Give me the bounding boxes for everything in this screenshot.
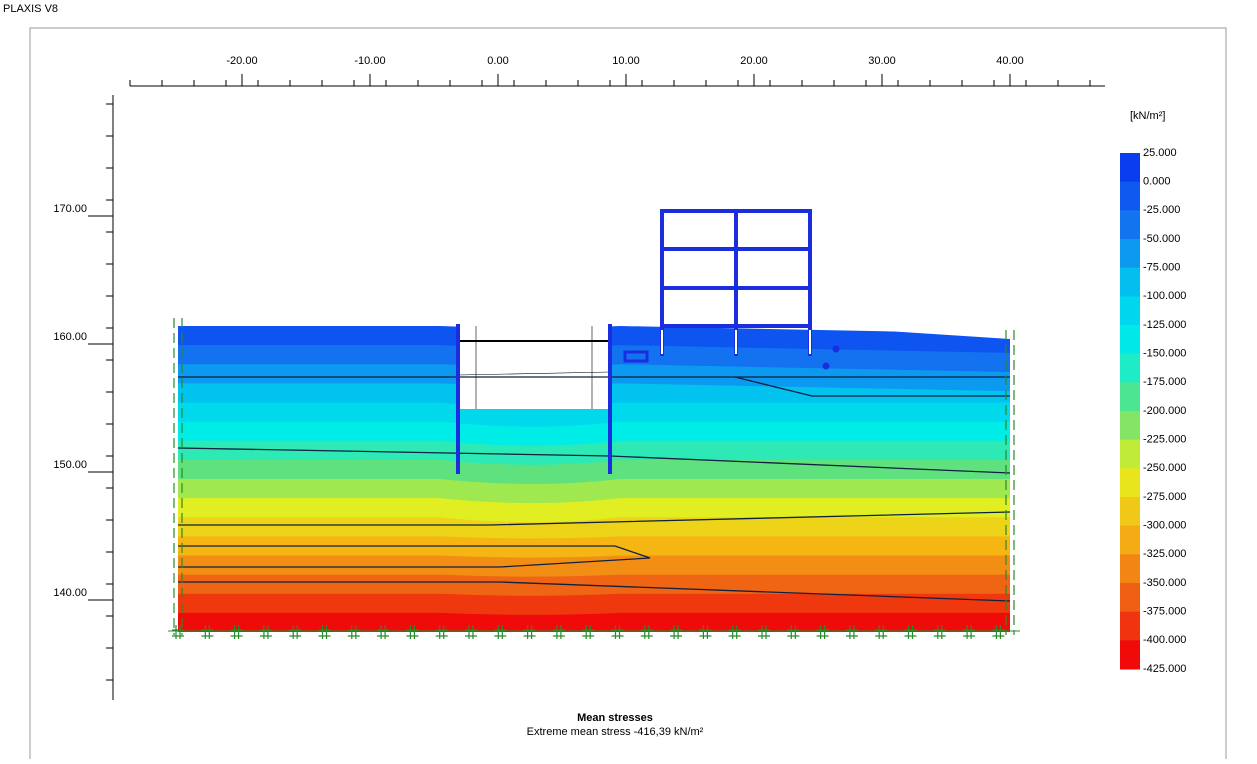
legend-label: -225.000 bbox=[1143, 434, 1186, 446]
colorbar-band bbox=[1120, 411, 1140, 441]
legend-label: -100.000 bbox=[1143, 290, 1186, 302]
anchor bbox=[832, 345, 840, 353]
legend-label: -425.000 bbox=[1143, 663, 1186, 675]
fixity-cross bbox=[787, 625, 800, 639]
y-tick-label: 140.00 bbox=[53, 587, 87, 599]
pile-core bbox=[661, 330, 811, 354]
fixity-cross bbox=[377, 625, 390, 639]
fixity-cross bbox=[582, 625, 595, 639]
colorbar-band bbox=[1120, 210, 1140, 240]
y-tick-label: 150.00 bbox=[53, 459, 87, 471]
legend-label: -175.000 bbox=[1143, 376, 1186, 388]
anchor bbox=[822, 362, 830, 370]
legend-label: -250.000 bbox=[1143, 462, 1186, 474]
x-tick-label: -10.00 bbox=[354, 55, 385, 67]
legend-label: -75.000 bbox=[1143, 262, 1180, 274]
fixity-cross bbox=[172, 625, 184, 639]
fixity-cross bbox=[494, 625, 507, 639]
fixity-cross bbox=[816, 625, 829, 639]
legend-label: -200.000 bbox=[1143, 405, 1186, 417]
legend-label: -375.000 bbox=[1143, 606, 1186, 618]
fixity-cross bbox=[963, 625, 976, 639]
legend-label: -275.000 bbox=[1143, 491, 1186, 503]
colorbar: 25.000 0.000 -25.000 -50.000 -75.000 -100.000… bbox=[1120, 147, 1186, 675]
fixity-cross bbox=[465, 625, 477, 639]
fixity-cross bbox=[347, 625, 360, 639]
excavation bbox=[458, 326, 610, 409]
legend-label: -50.000 bbox=[1143, 233, 1180, 245]
fixity-cross bbox=[611, 625, 624, 639]
legend-label: -300.000 bbox=[1143, 520, 1186, 532]
fixity-cross bbox=[875, 625, 888, 639]
colorbar-band bbox=[1120, 181, 1140, 211]
colorbar-band bbox=[1120, 153, 1140, 183]
legend-label: -25.000 bbox=[1143, 204, 1180, 216]
colorbar-band bbox=[1120, 554, 1140, 584]
colorbar-band bbox=[1120, 382, 1140, 412]
legend-label: 25.000 bbox=[1143, 147, 1177, 159]
fixity-cross bbox=[699, 625, 712, 639]
caption-subtitle: Extreme mean stress -416,39 kN/m² bbox=[527, 726, 704, 738]
fixity-cross bbox=[845, 625, 858, 639]
colorbar-band bbox=[1120, 296, 1140, 326]
x-tick-label: -20.00 bbox=[226, 55, 257, 67]
legend-label: 0.000 bbox=[1143, 176, 1171, 188]
x-tick-label: 0.00 bbox=[487, 55, 508, 67]
fixity-cross bbox=[318, 625, 331, 639]
fixity-cross bbox=[640, 625, 653, 639]
x-tick-label: 30.00 bbox=[868, 55, 896, 67]
frame bbox=[29, 27, 1227, 764]
x-tick-label: 40.00 bbox=[996, 55, 1024, 67]
legend-label: -350.000 bbox=[1143, 577, 1186, 589]
colorbar-band bbox=[1120, 468, 1140, 498]
fixity-cross bbox=[523, 625, 536, 639]
fixity-cross bbox=[904, 625, 917, 639]
colorbar-band bbox=[1120, 640, 1140, 670]
fixity-cross bbox=[758, 625, 770, 639]
colorbar-band bbox=[1120, 353, 1140, 383]
stress-band bbox=[178, 612, 1010, 632]
legend-label: -125.000 bbox=[1143, 319, 1186, 331]
fixity-cross bbox=[670, 625, 683, 639]
fixity-cross bbox=[552, 625, 565, 639]
mesh-lines bbox=[457, 326, 611, 409]
x-tick-label: 10.00 bbox=[612, 55, 640, 67]
colorbar-band bbox=[1120, 525, 1140, 555]
fixity-cross bbox=[435, 625, 448, 639]
stress-field bbox=[178, 326, 1010, 632]
fixity-cross bbox=[992, 625, 1005, 639]
colorbar-band bbox=[1120, 497, 1140, 527]
colorbar-band bbox=[1120, 325, 1140, 355]
legend-label: -325.000 bbox=[1143, 548, 1186, 560]
fixity-cross bbox=[259, 625, 272, 639]
colorbar-band bbox=[1120, 611, 1140, 641]
fixity-cross bbox=[406, 625, 419, 639]
fixity-cross bbox=[933, 625, 946, 639]
colorbar-band bbox=[1120, 239, 1140, 269]
fixity-cross bbox=[289, 625, 302, 639]
legend-label: -400.000 bbox=[1143, 634, 1186, 646]
y-tick-label: 160.00 bbox=[53, 331, 87, 343]
y-tick-label: 170.00 bbox=[53, 203, 87, 215]
caption-title: Mean stresses bbox=[577, 712, 653, 724]
fixity-cross bbox=[201, 625, 214, 639]
colorbar-band bbox=[1120, 267, 1140, 297]
legend-label: -150.000 bbox=[1143, 348, 1186, 360]
colorbar-band bbox=[1120, 439, 1140, 469]
fixities bbox=[173, 318, 1015, 635]
colorbar-band bbox=[1120, 583, 1140, 613]
app-title: PLAXIS V8 bbox=[3, 3, 58, 15]
legend-unit: [kN/m²] bbox=[1130, 110, 1165, 122]
x-tick-label: 20.00 bbox=[740, 55, 768, 67]
fixity-cross bbox=[728, 625, 741, 639]
fixity-cross bbox=[230, 625, 243, 639]
base-fixities bbox=[172, 625, 1005, 639]
